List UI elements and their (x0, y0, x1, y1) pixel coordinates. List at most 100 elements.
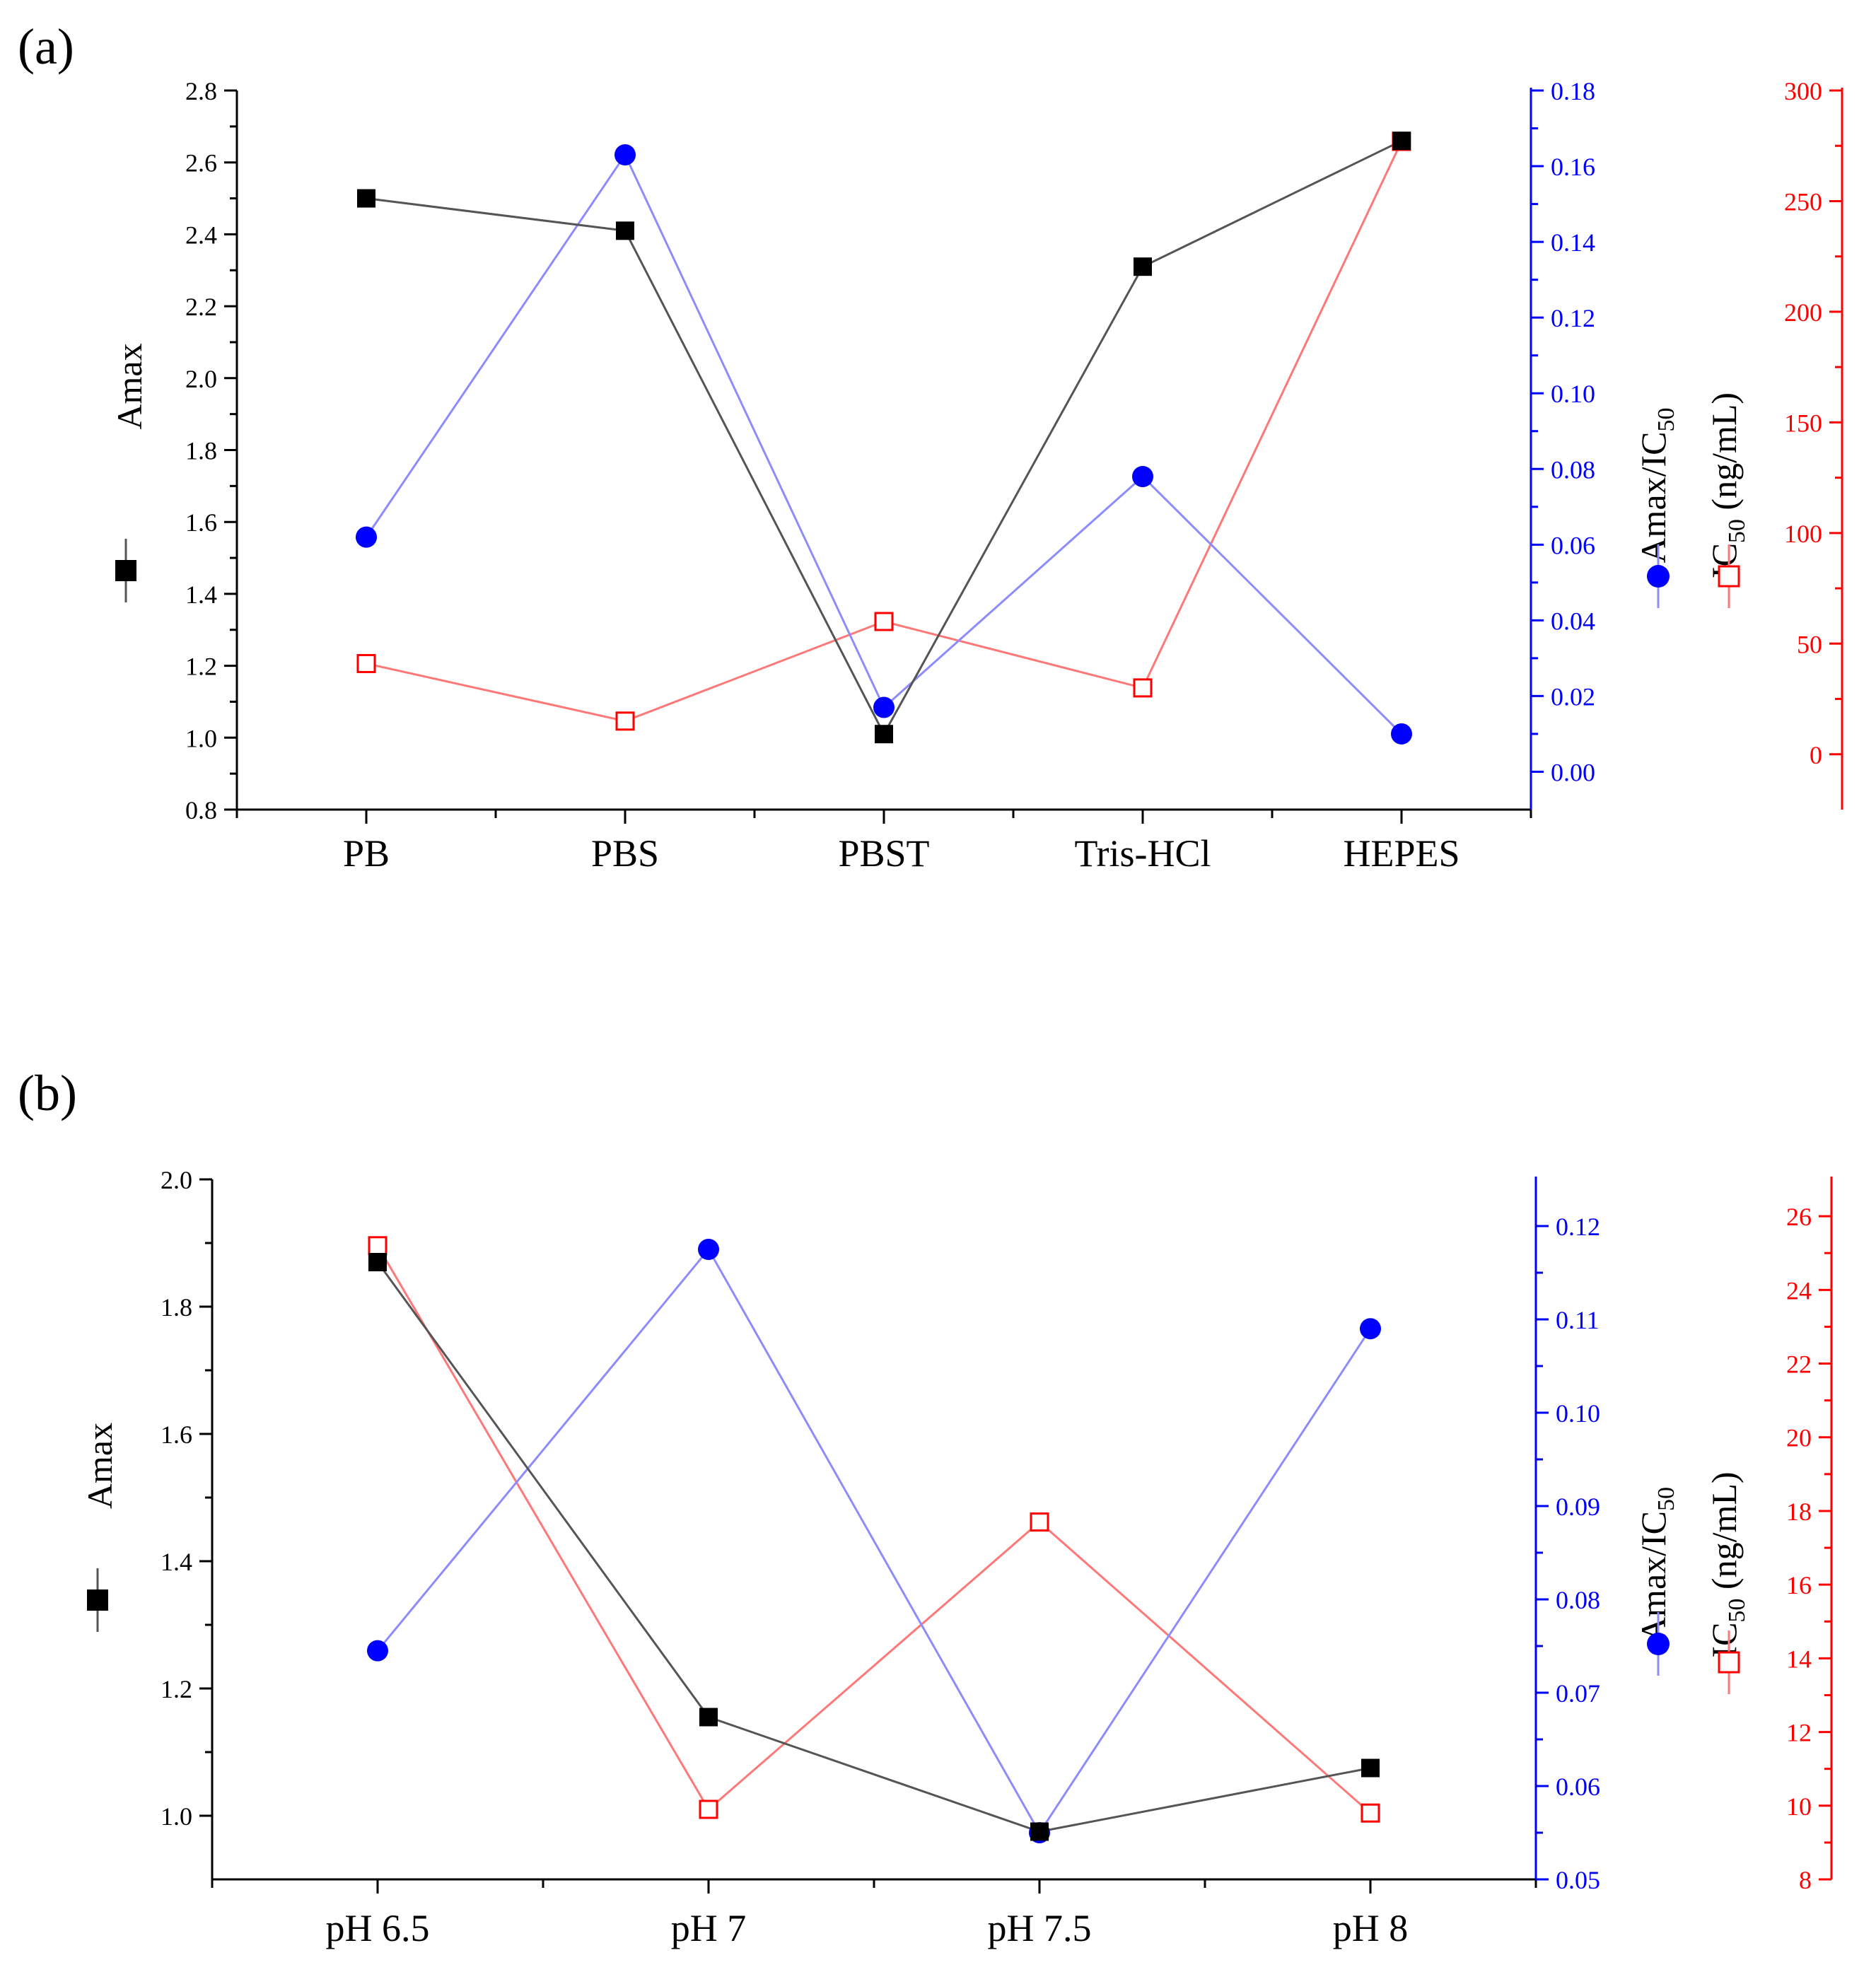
ratio-point (698, 1239, 719, 1260)
ic50-legend-key-marker (1718, 1651, 1740, 1674)
panel-label: (a) (18, 18, 74, 75)
left-tick-label: 2.8 (185, 77, 217, 105)
ic50-point (615, 711, 635, 731)
left-tick-label: 1.2 (185, 653, 217, 681)
ratio-point (873, 696, 895, 718)
ic50-legend-key-marker (1718, 565, 1740, 588)
ic50-point (1361, 1803, 1380, 1823)
right2-axis-title: IC50 (ng/mL) (1704, 1471, 1750, 1657)
right1-tick-label: 0.04 (1551, 607, 1595, 635)
right1-tick-label: 0.10 (1551, 380, 1595, 408)
right1-axis-title-main: Amax/IC (1633, 431, 1673, 563)
x-tick-label: pH 7.5 (988, 1907, 1092, 1949)
right1-tick-label: 0.02 (1551, 682, 1595, 711)
x-tick-label: PBST (838, 832, 929, 875)
ic50-point (1030, 1512, 1049, 1532)
series-line-left (366, 139, 1402, 737)
right2-axis-title-unit: (ng/mL) (1704, 392, 1744, 519)
left-tick-label: 1.2 (161, 1675, 192, 1703)
ratio-point (614, 144, 636, 165)
right1-axis-title: Amax/IC50 (1633, 1487, 1679, 1643)
right2-tick-label: 20 (1786, 1424, 1812, 1452)
ratio-point (367, 1640, 388, 1662)
ratio-legend-key (1647, 544, 1670, 608)
right1-tick-label: 0.14 (1551, 228, 1595, 257)
amax-point (1361, 1758, 1380, 1778)
right1-tick-label: 0.00 (1551, 758, 1595, 786)
right2-tick-label: 200 (1784, 298, 1822, 327)
right1-tick-label: 0.07 (1556, 1679, 1600, 1708)
amax-point (875, 725, 893, 744)
left-tick-label: 0.8 (185, 796, 217, 824)
x-tick-label: PBS (591, 832, 659, 875)
x-tick-label: PB (343, 832, 390, 875)
series-line-right1 (376, 1247, 1372, 1835)
amax-point (616, 221, 634, 240)
amax-point (1392, 132, 1411, 151)
right1-tick-label: 0.09 (1556, 1493, 1600, 1521)
ic50-legend-key (1718, 1630, 1740, 1694)
amax-point (357, 189, 375, 208)
right2-tick-label: 18 (1786, 1498, 1812, 1526)
right2-tick-label: 24 (1786, 1276, 1812, 1305)
ic50-point (356, 653, 376, 673)
ic50-point (1133, 678, 1153, 698)
right1-axis-title: Amax/IC50 (1633, 407, 1679, 563)
x-tick-label: pH 7 (671, 1907, 747, 1949)
left-tick-label: 2.6 (185, 149, 217, 177)
right2-tick-label: 0 (1810, 741, 1822, 769)
amax-legend-key-marker (87, 1589, 108, 1611)
left-tick-label: 1.0 (185, 724, 217, 752)
right2-axis-title-subscript: 50 (1724, 519, 1750, 543)
right1-tick-label: 0.12 (1556, 1213, 1600, 1241)
right2-tick-label: 10 (1786, 1792, 1812, 1821)
ratio-point (356, 526, 377, 548)
right1-tick-label: 0.06 (1556, 1773, 1600, 1801)
x-tick-label: Tris-HCl (1074, 832, 1211, 875)
left-tick-label: 1.6 (161, 1420, 192, 1449)
right2-tick-label: 250 (1784, 187, 1822, 216)
left-tick-label: 1.8 (161, 1293, 192, 1322)
right1-axis-title-subscript: 50 (1653, 1487, 1679, 1511)
panel-label: (b) (18, 1065, 77, 1121)
right2-tick-label: 22 (1786, 1350, 1812, 1379)
amax-legend-key (87, 1568, 108, 1632)
series-line-right1 (365, 152, 1403, 735)
ic50-point (699, 1799, 718, 1819)
ratio-point (1360, 1318, 1381, 1340)
right2-axis-title: IC50 (ng/mL) (1704, 392, 1750, 578)
right1-tick-label: 0.10 (1556, 1399, 1600, 1428)
ic50-point (368, 1236, 388, 1256)
right1-tick-label: 0.18 (1551, 77, 1595, 105)
left-axis-title: Amax (80, 1423, 120, 1509)
right2-tick-label: 50 (1797, 630, 1822, 658)
left-tick-label: 1.4 (161, 1548, 192, 1576)
left-tick-label: 2.0 (161, 1166, 192, 1194)
ic50-point (874, 612, 894, 631)
amax-point (1134, 257, 1152, 276)
right1-tick-label: 0.12 (1551, 304, 1595, 332)
right2-axis-title-unit: (ng/mL) (1704, 1471, 1744, 1598)
right2-tick-label: 12 (1786, 1719, 1812, 1747)
left-tick-label: 2.4 (185, 221, 217, 249)
right1-tick-label: 0.11 (1556, 1306, 1600, 1334)
left-tick-label: 2.2 (185, 293, 217, 321)
x-tick-label: HEPES (1343, 832, 1460, 875)
right2-tick-label: 300 (1784, 77, 1822, 105)
right2-axis-title-subscript: 50 (1724, 1599, 1750, 1623)
right2-tick-label: 26 (1786, 1203, 1812, 1231)
amax-legend-key (115, 539, 136, 602)
panel-a: (a) PB PBS PBST Tris-HCl HEPES 0.8 1.0 1.2 1.4 1.6… (18, 18, 1843, 875)
ratio-point (1391, 723, 1412, 745)
right2-tick-label: 8 (1799, 1866, 1812, 1894)
right2-tick-label: 150 (1784, 409, 1822, 437)
right1-axis-title-subscript: 50 (1653, 407, 1679, 431)
ratio-legend-key-marker (1647, 1633, 1670, 1655)
left-tick-label: 1.6 (185, 508, 217, 537)
left-tick-label: 1.0 (161, 1802, 192, 1831)
ratio-legend-key (1647, 1612, 1670, 1676)
ic50-legend-key (1718, 544, 1740, 608)
right1-tick-label: 0.06 (1551, 531, 1595, 559)
series-line-right2 (366, 141, 1403, 723)
